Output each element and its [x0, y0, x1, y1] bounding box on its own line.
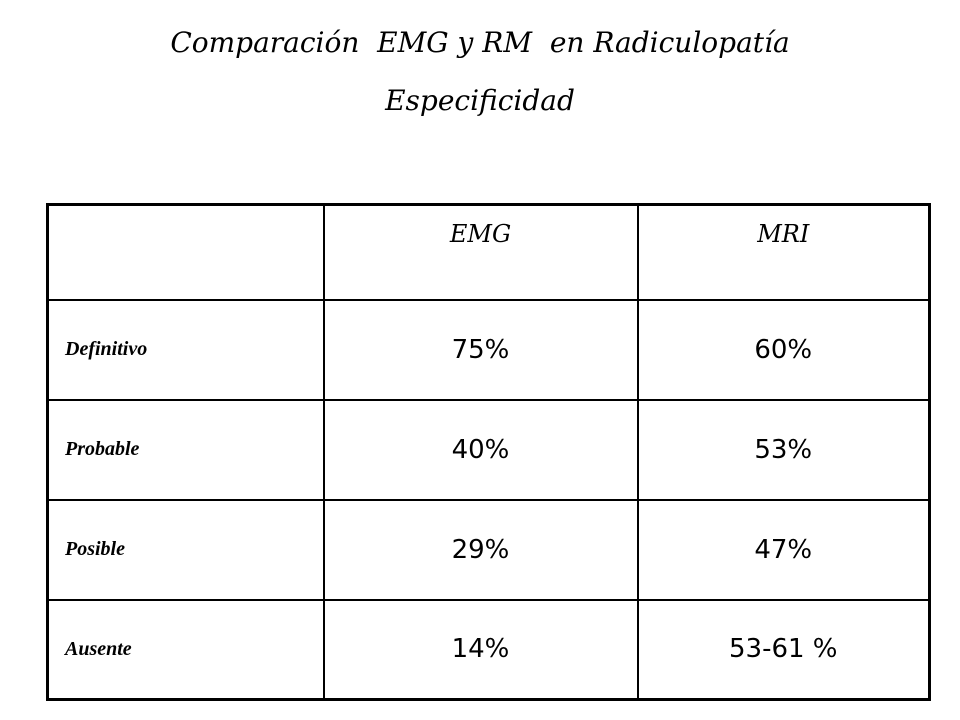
cell-value: 14% — [322, 598, 639, 701]
title: Comparación EMG y RM en Radiculopatía — [170, 26, 790, 59]
row-label: Posible — [46, 498, 325, 601]
table-row: Posible 29% 47% — [46, 498, 931, 601]
row-label: Definitivo — [46, 298, 325, 401]
table-body: EMG MRI Definitivo 75% 60% Probable 40% 53% Pos… — [46, 203, 931, 701]
table-row: Ausente 14% 53-61 % — [46, 598, 931, 701]
row-label: Probable — [46, 398, 325, 501]
header-row: EMG MRI — [46, 203, 931, 301]
column-header: EMG — [322, 203, 639, 301]
cell-value: 53-61 % — [636, 598, 931, 701]
table-row: Definitivo 75% 60% — [46, 298, 931, 401]
column-header: MRI — [636, 203, 931, 301]
comparison-table: EMG MRI Definitivo 75% 60% Probable 40% 53% Pos… — [46, 203, 931, 701]
row-label: Ausente — [46, 598, 325, 701]
table-row: Probable 40% 53% — [46, 398, 931, 501]
cell-value: 47% — [636, 498, 931, 601]
cell-value: 29% — [322, 498, 639, 601]
cell-value: 75% — [322, 298, 639, 401]
cell-value: 40% — [322, 398, 639, 501]
subtitle: Especificidad — [385, 84, 575, 117]
cell-value: 53% — [636, 398, 931, 501]
corner-cell — [46, 203, 325, 301]
cell-value: 60% — [636, 298, 931, 401]
